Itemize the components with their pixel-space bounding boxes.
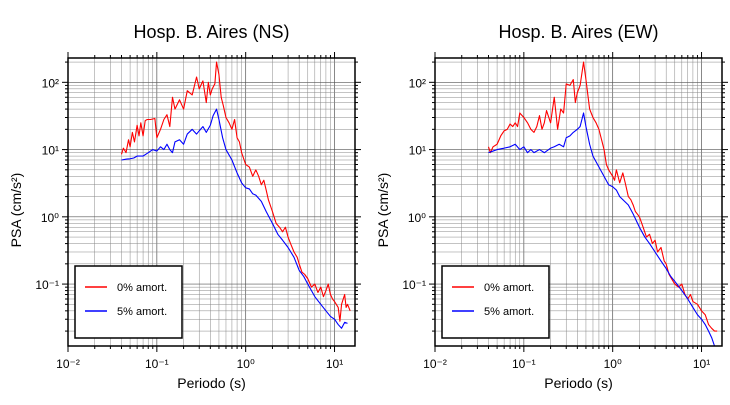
legend-label-1: 5% amort. [484, 306, 534, 318]
x-tick-label: 10⁰ [604, 357, 622, 371]
legend: 0% amort. 5% amort. [441, 265, 550, 339]
x-axis-label: Periodo (s) [177, 375, 245, 391]
y-tick-label: 10⁻¹ [402, 278, 426, 292]
y-tick-label: 10⁰ [41, 211, 59, 225]
x-tick-label: 10⁻¹ [145, 357, 169, 371]
x-axis-label: Periodo (s) [544, 375, 612, 391]
x-tick-label: 10⁻¹ [512, 357, 536, 371]
x-tick-label: 10⁻² [56, 357, 80, 371]
legend-box [74, 265, 183, 339]
chart-title: Hosp. B. Aires (EW) [498, 22, 658, 42]
x-tick-label: 10⁻² [423, 357, 447, 371]
chart-title: Hosp. B. Aires (NS) [133, 22, 289, 42]
y-tick-label: 10² [42, 76, 59, 90]
grid [67, 58, 355, 346]
y-tick-label: 10¹ [409, 144, 426, 158]
y-tick-label: 10² [409, 76, 426, 90]
x-tick-label: 10¹ [693, 357, 710, 371]
legend-label-1: 5% amort. [117, 306, 167, 318]
x-tick-label: 10¹ [326, 357, 343, 371]
series-line-0 [487, 61, 718, 332]
y-tick-label: 10⁰ [408, 211, 426, 225]
legend-label-0: 0% amort. [117, 282, 167, 294]
plot-frame [434, 57, 723, 347]
y-tick-label: 10¹ [42, 144, 59, 158]
x-tick-label: 10⁰ [237, 357, 255, 371]
plot-frame [67, 57, 356, 347]
series-line-1 [121, 108, 348, 329]
y-tick-label: 10⁻¹ [35, 278, 59, 292]
chart-panel-1: Hosp. B. Aires (EW) 10⁻² 10⁻¹ 10⁰ 10¹ 10⁻¹ 10⁰… [375, 22, 728, 391]
legend-label-0: 0% amort. [484, 282, 534, 294]
series-line-0 [120, 61, 351, 322]
chart-panel-0: Hosp. B. Aires (NS) 10⁻² 10⁻¹ 10⁰ 10¹ 10⁻¹ 10⁰… [8, 22, 361, 391]
series-line-1 [488, 112, 716, 347]
y-axis-label: PSA (cm/s²) [375, 173, 391, 248]
legend: 0% amort. 5% amort. [74, 265, 183, 339]
y-axis-label: PSA (cm/s²) [8, 173, 24, 248]
legend-box [441, 265, 550, 339]
grid [434, 58, 722, 346]
